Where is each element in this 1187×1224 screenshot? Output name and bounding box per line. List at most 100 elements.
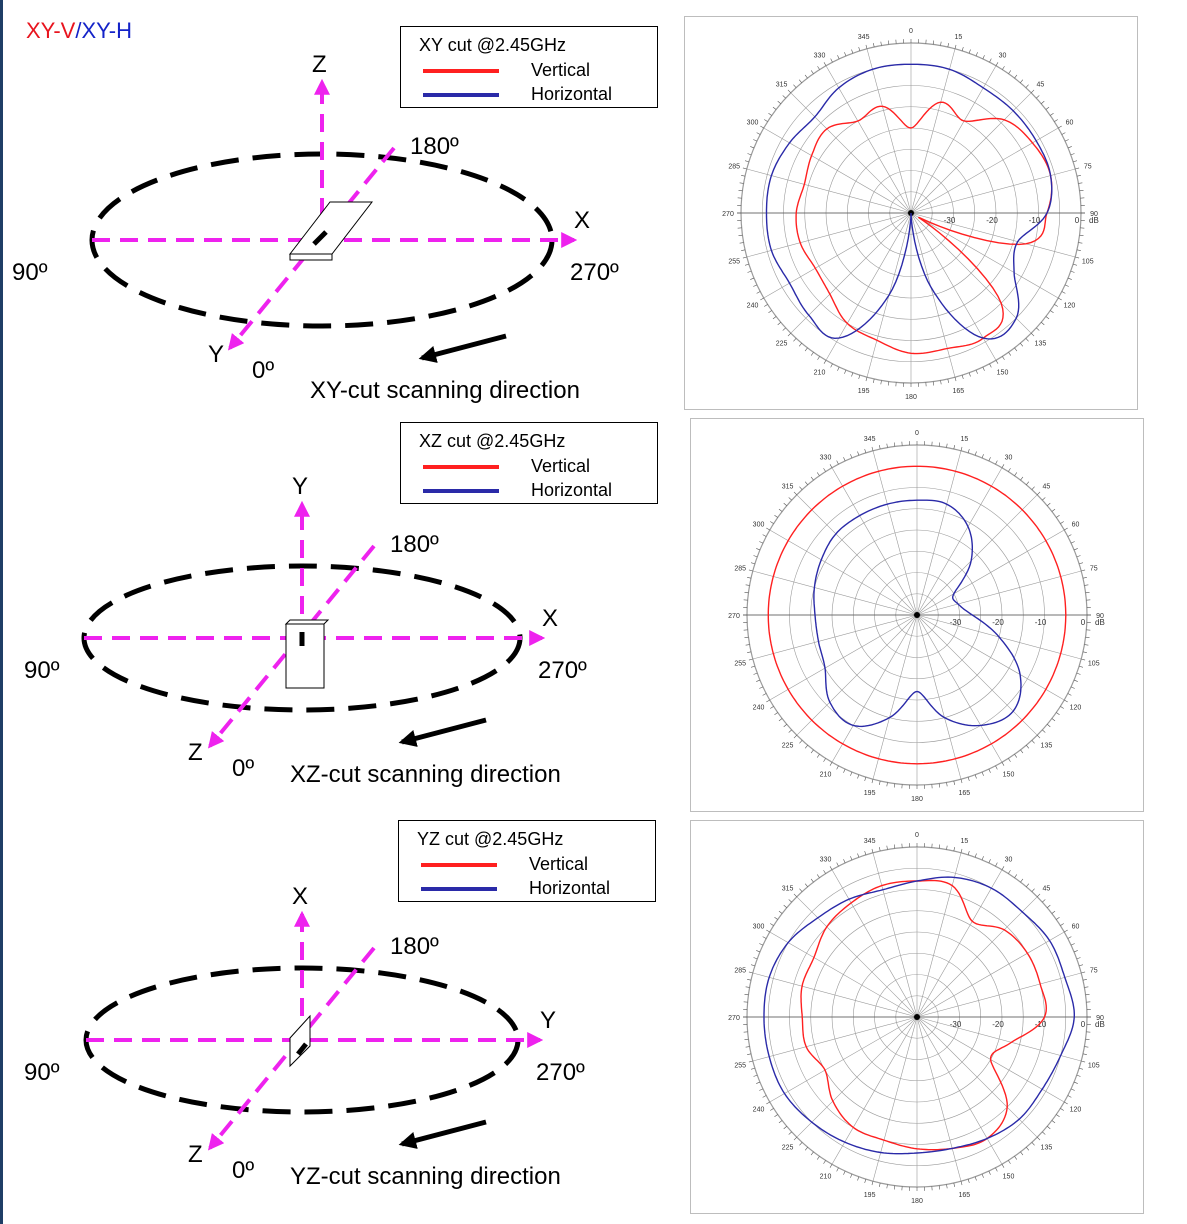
ring-tick <box>1036 893 1041 898</box>
grid-spoke <box>831 1016 918 1165</box>
radial-tick-label: 0 <box>1081 1020 1086 1029</box>
angle-tick-label: 330 <box>820 857 832 864</box>
ring-tick <box>1014 74 1018 79</box>
ring-tick <box>1036 327 1040 331</box>
angle-tick-label: 210 <box>820 771 832 778</box>
ring-tick <box>1020 878 1024 883</box>
angle-tick-label: 150 <box>997 369 1009 376</box>
ring-tick <box>1002 66 1005 70</box>
radial-tick-label: -10 <box>1035 1020 1047 1029</box>
ring-tick <box>799 740 803 744</box>
ring-tick <box>1030 332 1035 337</box>
angle-0-label: 0º <box>232 755 254 782</box>
grid-spoke <box>872 614 918 780</box>
ring-tick <box>836 862 839 867</box>
ring-tick <box>1064 139 1069 142</box>
grid-spoke <box>763 127 912 214</box>
angle-tick-label: 105 <box>1088 660 1100 667</box>
ring-tick <box>816 472 820 476</box>
grid-spoke <box>916 1016 1082 1062</box>
series-trace-horizontal <box>813 499 1022 728</box>
ring-tick <box>1081 569 1086 572</box>
angle-tick-label: 330 <box>814 53 826 60</box>
ring-tick <box>762 936 767 939</box>
angle-tick-label: 255 <box>734 1062 746 1069</box>
angle-tick-label: 75 <box>1084 164 1092 171</box>
ring-tick <box>1085 636 1090 639</box>
horizontal-swatch <box>421 887 497 891</box>
ring-tick <box>1047 724 1051 728</box>
angle-tick-label: 225 <box>776 340 788 347</box>
angle-tick-label: 300 <box>747 120 759 127</box>
ring-tick <box>804 481 808 485</box>
ring-tick <box>1079 964 1084 967</box>
ring-tick <box>823 468 826 472</box>
grid-spoke <box>752 614 918 660</box>
angle-tick-label: 0 <box>915 832 919 839</box>
ring-tick <box>750 146 755 149</box>
ring-tick <box>777 322 781 326</box>
ring-tick <box>783 502 787 506</box>
angle-tick-label: 150 <box>1003 771 1015 778</box>
series-trace-horizontal <box>763 876 1075 1155</box>
legend-separator: / <box>75 18 82 43</box>
ring-tick <box>879 445 881 450</box>
ring-tick <box>1079 189 1084 192</box>
ring-tick <box>816 1156 820 1160</box>
ring-tick <box>747 153 752 156</box>
polar-plot-frame: 0 15 30 45 60 75 90 105 120 135 150 165 180 195 210 225… <box>690 418 1144 812</box>
ring-tick <box>764 119 768 122</box>
ring-tick <box>766 699 770 703</box>
ring-tick <box>804 347 808 352</box>
ring-tick <box>1001 866 1005 870</box>
axis-up-label: Z <box>312 51 327 78</box>
ring-tick <box>741 249 746 251</box>
ring-tick <box>995 360 999 364</box>
ring-tick <box>764 304 768 307</box>
ring-tick <box>1008 70 1012 74</box>
ring-tick <box>1070 270 1075 273</box>
ring-tick <box>793 734 798 739</box>
ring-tick <box>766 527 770 531</box>
axis-right-label: X <box>574 207 590 234</box>
ring-tick <box>1050 310 1054 314</box>
grid-spoke <box>916 1016 1038 1138</box>
ring-tick <box>745 986 750 988</box>
ring-tick <box>961 375 964 380</box>
ring-tick <box>770 1108 774 1111</box>
ring-tick <box>1014 472 1018 476</box>
grid-spoke <box>831 467 918 616</box>
grid-spoke <box>916 614 1065 701</box>
ring-tick <box>1014 347 1018 352</box>
ring-tick <box>1079 665 1084 668</box>
ring-tick <box>1014 754 1018 758</box>
legend-item-horizontal: Horizontal <box>421 878 651 900</box>
polar-legend: YZ cut @2.45GHz Vertical Horizontal <box>398 820 656 902</box>
row-xz: Y X Z 0º 90º 180º 270º XZ-cut scanning directio… <box>0 406 1187 812</box>
ring-tick <box>982 55 985 60</box>
angle-180-label: 180º <box>410 133 459 160</box>
device-board-top <box>284 619 330 625</box>
radial-tick-label: -20 <box>992 618 1004 627</box>
vertical-label: Vertical <box>531 456 591 476</box>
ring-tick <box>982 366 985 371</box>
grid-spoke <box>910 212 956 378</box>
ring-tick <box>981 771 984 776</box>
ring-tick <box>793 84 797 88</box>
ring-tick <box>760 297 764 301</box>
grid-spoke <box>831 869 918 1018</box>
ring-tick <box>946 443 948 448</box>
ring-tick <box>864 448 867 453</box>
device-board <box>285 623 325 689</box>
ring-tick <box>975 369 978 374</box>
ring-tick <box>1073 160 1078 163</box>
ring-tick <box>1026 481 1030 485</box>
ring-tick <box>1026 1147 1030 1151</box>
ring-tick <box>1084 644 1089 646</box>
series-trace-vertical <box>800 879 1048 1151</box>
ring-tick <box>1045 316 1050 320</box>
ring-tick <box>747 270 752 273</box>
polar-legend: XY cut @2.45GHz Vertical Horizontal <box>400 26 658 108</box>
ring-tick <box>938 783 941 788</box>
angle-tick-label: 0 <box>909 28 913 35</box>
